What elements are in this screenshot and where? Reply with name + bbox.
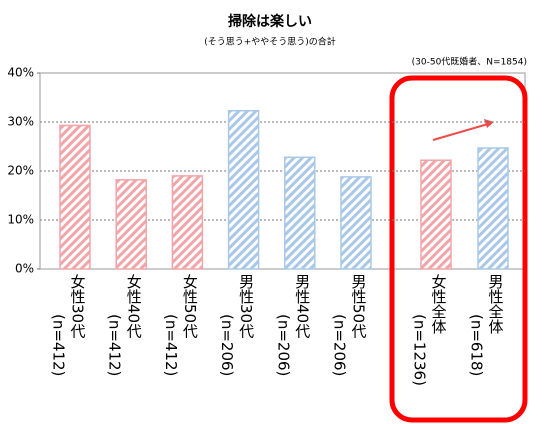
y-tick-label: 10% bbox=[7, 213, 34, 227]
x-tick-label: 女性30代 bbox=[69, 273, 87, 339]
bar bbox=[340, 176, 372, 270]
x-tick-label: 女性全体 bbox=[430, 273, 448, 334]
x-tick-sublabel: (n=412) bbox=[106, 314, 124, 376]
bar bbox=[477, 147, 509, 270]
chart-note: (30-50代既婚者、N=1854) bbox=[412, 56, 527, 68]
x-tick-sublabel: (n=206) bbox=[331, 314, 349, 376]
x-tick-label: 男性全体 bbox=[487, 274, 505, 334]
x-tick-label: 男性50代 bbox=[350, 274, 368, 339]
x-tick-sublabel: (n=412) bbox=[50, 314, 68, 376]
bar bbox=[171, 175, 204, 270]
trend-arrow bbox=[432, 123, 489, 141]
chart-subtitle: (そう思う+ややそう思う)の合計 bbox=[204, 36, 336, 48]
x-tick-sublabel: (n=1236) bbox=[411, 314, 429, 386]
x-tick-label: 男性40代 bbox=[293, 274, 311, 339]
trend-arrow-head bbox=[484, 119, 494, 128]
y-tick-label: 40% bbox=[7, 66, 34, 80]
x-tick-sublabel: (n=412) bbox=[162, 314, 180, 376]
x-tick-sublabel: (n=206) bbox=[218, 314, 236, 376]
y-tick-label: 0% bbox=[15, 262, 34, 276]
bar bbox=[115, 179, 147, 270]
y-tick-label: 20% bbox=[7, 164, 34, 178]
x-tick-sublabel: (n=206) bbox=[274, 314, 292, 376]
bar bbox=[59, 124, 91, 270]
x-tick-label: 男性30代 bbox=[237, 274, 255, 339]
bar bbox=[284, 156, 316, 270]
x-tick-label: 女性40代 bbox=[125, 273, 143, 339]
chart-title: 掃除は楽しい bbox=[228, 13, 312, 30]
bar bbox=[420, 159, 452, 270]
highlight-box bbox=[389, 75, 528, 423]
x-tick-sublabel: (n=618) bbox=[468, 314, 486, 376]
x-tick-label: 女性50代 bbox=[181, 273, 199, 339]
bar bbox=[227, 109, 260, 270]
y-tick-label: 30% bbox=[7, 115, 34, 129]
